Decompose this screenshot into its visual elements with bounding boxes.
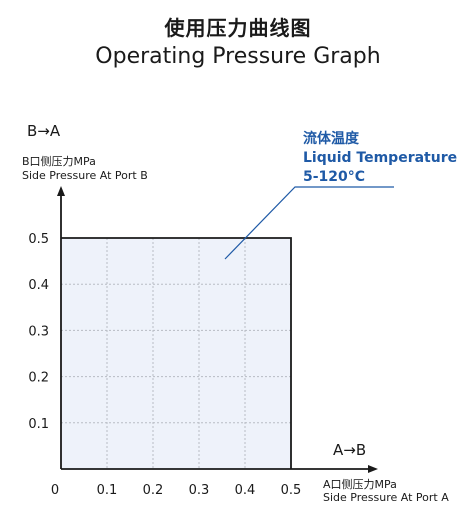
operating-region-border bbox=[61, 237, 292, 469]
x-tick-label: 0.2 bbox=[143, 483, 164, 498]
legend-leader-line bbox=[224, 186, 394, 260]
y-tick-label: 0.5 bbox=[28, 232, 49, 247]
legend-line-1: 流体温度 bbox=[303, 131, 359, 147]
legend: 流体温度 Liquid Temperature 5-120°C bbox=[303, 130, 457, 187]
y-direction-label: B→A bbox=[27, 122, 61, 140]
operating-region bbox=[61, 238, 291, 469]
x-tick-label: 0.4 bbox=[235, 483, 256, 498]
x-axis-arrow bbox=[368, 465, 378, 473]
y-tick-label: 0.4 bbox=[28, 278, 49, 293]
y-tick-label: 0.3 bbox=[28, 324, 49, 339]
y-axis-label-en: Side Pressure At Port B bbox=[22, 169, 148, 182]
x-direction-label: A→B bbox=[333, 441, 367, 459]
chart-title-en: Operating Pressure Graph bbox=[95, 44, 381, 69]
x-tick-label: 0.1 bbox=[97, 483, 118, 498]
chart-title-cn: 使用压力曲线图 bbox=[164, 16, 312, 40]
x-tick-label: 0 bbox=[51, 483, 59, 498]
x-axis-label-cn: A口侧压力MPa bbox=[323, 478, 397, 491]
legend-line-3: 5-120°C bbox=[303, 169, 366, 185]
x-tick-label: 0.3 bbox=[189, 483, 210, 498]
x-axis-label-en: Side Pressure At Port A bbox=[323, 491, 449, 504]
y-axis-label-cn: B口侧压力MPa bbox=[22, 155, 96, 168]
y-tick-label: 0.2 bbox=[28, 371, 49, 386]
y-tick-label: 0.1 bbox=[28, 417, 49, 432]
legend-line-2: Liquid Temperature bbox=[303, 150, 458, 166]
x-tick-label: 0.5 bbox=[281, 483, 302, 498]
y-axis-arrow bbox=[57, 186, 65, 196]
